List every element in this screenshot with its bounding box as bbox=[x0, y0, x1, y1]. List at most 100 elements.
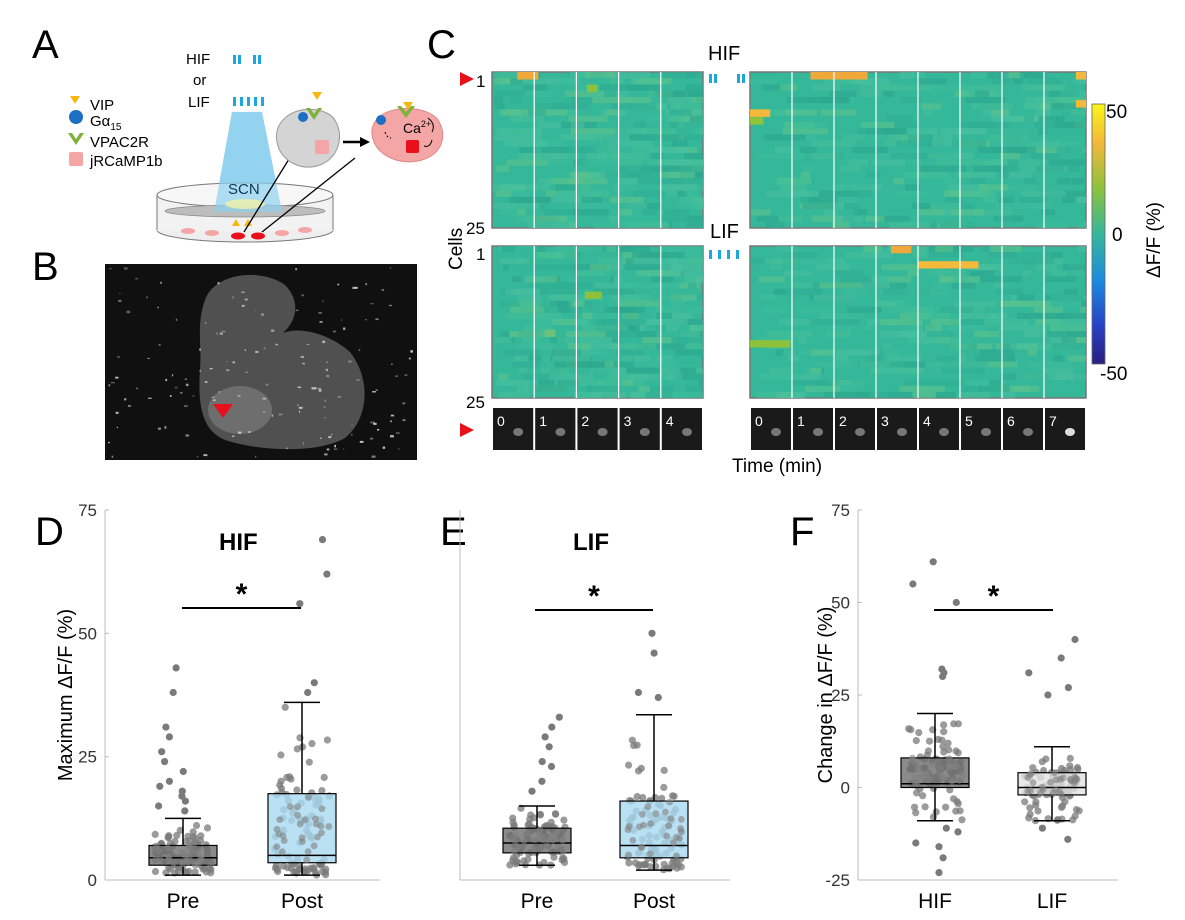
data-point bbox=[530, 845, 538, 852]
speck bbox=[108, 441, 110, 444]
panel-a-legend: VIP Gα15 VPAC2R jRCaMP1b bbox=[68, 96, 163, 170]
heatmap-cell bbox=[856, 78, 891, 85]
heatmap-cell bbox=[570, 72, 591, 79]
heatmap-cell bbox=[831, 184, 874, 191]
heatmap-cell bbox=[991, 78, 1010, 85]
resting-cell bbox=[275, 92, 340, 168]
heatmap-cell bbox=[582, 209, 598, 216]
heatmap-cell bbox=[702, 246, 703, 253]
outlier-point bbox=[296, 600, 304, 608]
heatmap-cell bbox=[932, 282, 962, 289]
speck bbox=[184, 378, 187, 380]
data-point bbox=[647, 820, 655, 827]
heatmap-cell bbox=[672, 221, 687, 228]
heatmap-cell bbox=[574, 184, 591, 191]
data-point bbox=[638, 811, 646, 818]
heatmap-cell bbox=[1082, 146, 1086, 154]
heatmap-cell bbox=[1017, 312, 1039, 319]
speck bbox=[110, 382, 115, 384]
heatmap-cell bbox=[819, 282, 862, 289]
hif-row-top: 1 bbox=[476, 72, 485, 91]
heatmap-cell bbox=[603, 349, 643, 356]
outlier-point bbox=[165, 777, 173, 785]
heatmap-cell bbox=[955, 391, 990, 398]
data-point bbox=[524, 829, 532, 837]
heatmap-cell bbox=[879, 215, 910, 222]
heatmap-cell bbox=[627, 373, 674, 380]
speck bbox=[389, 304, 392, 307]
scn-label: SCN bbox=[228, 181, 260, 198]
speck bbox=[124, 267, 128, 270]
data-point bbox=[923, 769, 931, 777]
heatmap-cell bbox=[802, 203, 836, 210]
speck bbox=[351, 424, 353, 426]
heatmap-cell bbox=[553, 103, 588, 110]
heatmap-cell bbox=[780, 84, 798, 91]
post-frame-label: 2 bbox=[839, 413, 847, 429]
heatmap-cell bbox=[979, 184, 1008, 191]
heatmap-cell bbox=[881, 343, 893, 350]
data-point bbox=[294, 803, 301, 811]
outlier-point bbox=[942, 824, 950, 832]
heatmap-cell bbox=[929, 203, 962, 210]
speck bbox=[160, 281, 162, 284]
heatmap-cell bbox=[760, 294, 775, 301]
heatmap-cell bbox=[578, 391, 591, 398]
heatmap-cell bbox=[955, 270, 995, 277]
heatmap-cell bbox=[541, 367, 569, 374]
y-tick-label: 0 bbox=[88, 871, 97, 890]
heatmap-cell bbox=[691, 97, 703, 104]
data-point bbox=[925, 737, 934, 745]
data-point bbox=[646, 850, 654, 858]
data-point bbox=[287, 775, 295, 783]
heatmap-cell bbox=[495, 190, 513, 197]
heatmap-cell bbox=[500, 128, 542, 135]
data-point bbox=[940, 748, 948, 756]
heatmap-cell bbox=[1012, 385, 1040, 392]
data-point bbox=[1058, 802, 1067, 810]
heatmap-cell bbox=[926, 361, 951, 368]
heatmap-cell bbox=[933, 134, 953, 141]
speck bbox=[146, 296, 148, 299]
heatmap-cell bbox=[878, 276, 887, 283]
heatmap-cell bbox=[695, 203, 703, 210]
heatmap-cell bbox=[948, 325, 988, 332]
heatmap-cell bbox=[938, 209, 963, 216]
outlier-point bbox=[155, 802, 163, 810]
x-tick-label: HIF bbox=[918, 890, 952, 913]
heatmap-cell bbox=[991, 109, 1010, 116]
heatmap-cell bbox=[937, 270, 966, 277]
heatmap-cell bbox=[1052, 355, 1064, 362]
y-tick-label: 75 bbox=[831, 501, 850, 520]
heatmap-cell bbox=[1000, 373, 1028, 380]
heatmap-cell bbox=[900, 355, 910, 362]
pre-frame bbox=[577, 408, 618, 450]
data-point bbox=[625, 859, 633, 867]
heatmap-cell bbox=[523, 84, 548, 91]
heatmap-cell bbox=[666, 325, 679, 332]
heatmap-cell bbox=[1076, 196, 1086, 203]
heatmap-cell bbox=[889, 282, 907, 289]
heatmap-cell bbox=[893, 361, 926, 368]
speck bbox=[109, 268, 112, 270]
heatmap-cell bbox=[688, 282, 697, 289]
speck bbox=[377, 429, 380, 431]
heatmap-cell bbox=[903, 171, 949, 178]
outlier-point bbox=[165, 733, 173, 741]
heatmap-2 bbox=[491, 245, 704, 399]
data-point bbox=[928, 761, 936, 768]
data-point bbox=[537, 844, 545, 852]
speck bbox=[382, 446, 386, 449]
box-chart-f: -25 0 25 50 75 Change in ΔF/F (%) HIF LIF * bbox=[815, 501, 1118, 913]
heatmap-cell bbox=[1010, 343, 1030, 350]
heatmap-cell bbox=[1042, 367, 1073, 374]
speck bbox=[322, 340, 326, 344]
heatmap-cell bbox=[660, 215, 699, 222]
data-point bbox=[273, 843, 281, 851]
heatmap-cell bbox=[878, 90, 895, 97]
heatmap-cell bbox=[594, 288, 618, 295]
speck bbox=[358, 349, 361, 351]
heatmap-cell bbox=[557, 379, 579, 386]
speck bbox=[184, 405, 188, 407]
heatmap-cell bbox=[627, 221, 669, 228]
